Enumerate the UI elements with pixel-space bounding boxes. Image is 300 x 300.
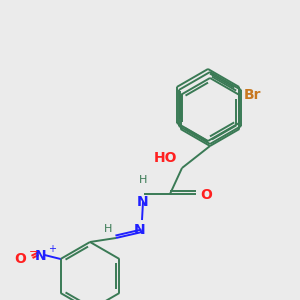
Text: O: O: [200, 188, 212, 202]
Text: N: N: [35, 249, 46, 263]
Text: O: O: [15, 252, 26, 266]
Text: H: H: [139, 175, 147, 185]
Text: N: N: [134, 223, 146, 237]
Text: +: +: [48, 244, 56, 254]
Text: −: −: [28, 247, 38, 257]
Text: N: N: [137, 195, 149, 209]
Text: HO: HO: [154, 151, 177, 165]
Text: H: H: [104, 224, 112, 234]
Text: Br: Br: [243, 88, 261, 102]
